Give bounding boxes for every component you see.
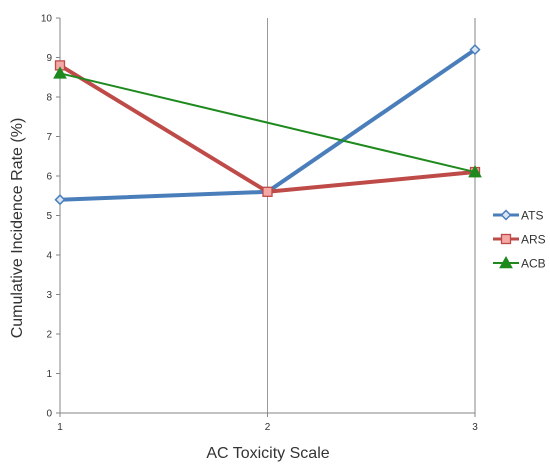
x-axis-title: AC Toxicity Scale [206,445,329,462]
series-acb [53,66,482,178]
legend-label-acb: ACB [521,257,546,271]
series-layer [53,44,482,206]
y-tick-label: 5 [46,211,52,222]
data-point-acb [468,165,482,178]
x-tick-label: 3 [472,422,478,433]
legend-item-ars: ARS [493,233,546,247]
data-point-acb [53,66,67,79]
x-tick-label: 2 [265,422,271,433]
data-point-ars [262,186,273,197]
y-tick-label: 10 [41,14,53,25]
y-tick-label: 2 [46,330,52,341]
legend-marker-ars [500,233,512,245]
legend-marker-acb [499,255,513,269]
y-tick-labels: 0 1 2 3 4 5 6 7 8 9 10 [41,14,60,420]
data-point-ats [469,44,481,56]
y-tick-label: 7 [46,132,52,143]
y-axis-title: Cumulative Incidence Rate (%) [9,118,26,339]
legend-label-ats: ATS [521,209,543,223]
y-tick-label: 0 [46,409,52,420]
y-tick-label: 8 [46,93,52,104]
legend-marker-ats [500,209,512,221]
y-tick-label: 9 [46,53,52,64]
y-tick-label: 3 [46,290,52,301]
y-tick-label: 1 [46,369,52,380]
x-tick-label: 1 [57,422,63,433]
series-line-acb [59,72,476,174]
data-point-ats [54,194,66,206]
legend-item-ats: ATS [493,209,543,223]
legend-item-acb: ACB [493,255,546,271]
legend: ATS ARS ACB [493,209,546,271]
y-tick-label: 4 [46,251,52,262]
x-tick-labels: 1 2 3 [57,413,478,433]
legend-label-ars: ARS [521,233,546,247]
y-tick-label: 6 [46,172,52,183]
